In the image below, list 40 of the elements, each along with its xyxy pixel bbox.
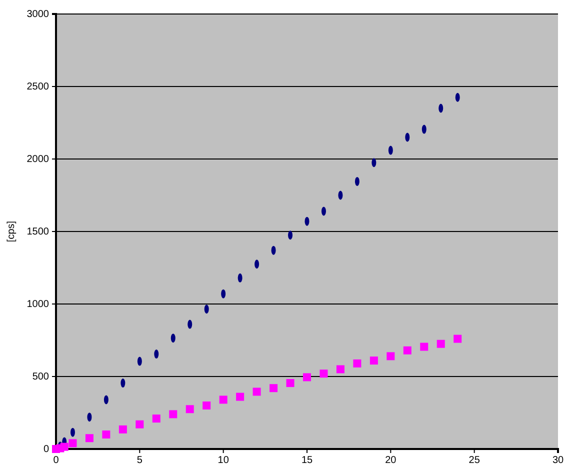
point (320, 370, 328, 378)
point (202, 402, 211, 410)
point (236, 392, 244, 401)
point (454, 334, 462, 343)
y-axis-title: [cps] (6, 220, 17, 242)
point (420, 342, 428, 351)
point (403, 346, 412, 354)
y-tick-label: 2500 (26, 82, 50, 93)
y-tick-label: 1000 (26, 299, 50, 310)
y-tick-label: 500 (32, 372, 50, 383)
x-tick-label: 20 (385, 455, 397, 466)
x-tick-label: 25 (468, 455, 480, 466)
x-tick-label: 10 (218, 455, 230, 466)
point (60, 442, 68, 451)
point (286, 379, 294, 388)
point (370, 356, 378, 365)
point (102, 430, 110, 438)
point (303, 373, 311, 382)
point (186, 405, 194, 414)
point (252, 388, 261, 396)
point (85, 434, 94, 442)
x-tick-label: 5 (136, 455, 143, 466)
x-tick-label: 0 (53, 455, 60, 466)
point (386, 352, 395, 360)
y-tick-label: 2000 (26, 154, 50, 166)
x-tick-label: 15 (301, 455, 313, 466)
point (336, 365, 344, 374)
point (136, 420, 144, 428)
y-tick-label: 0 (43, 444, 50, 456)
point (270, 384, 278, 392)
x-tick-label: 30 (552, 455, 564, 466)
y-tick-label: 1500 (26, 226, 50, 238)
point (219, 396, 228, 404)
point (436, 340, 445, 348)
point (118, 425, 127, 434)
y-tick-label: 3000 (26, 9, 50, 20)
point (169, 410, 178, 418)
point (152, 414, 160, 423)
point (68, 439, 77, 448)
point (353, 359, 362, 368)
